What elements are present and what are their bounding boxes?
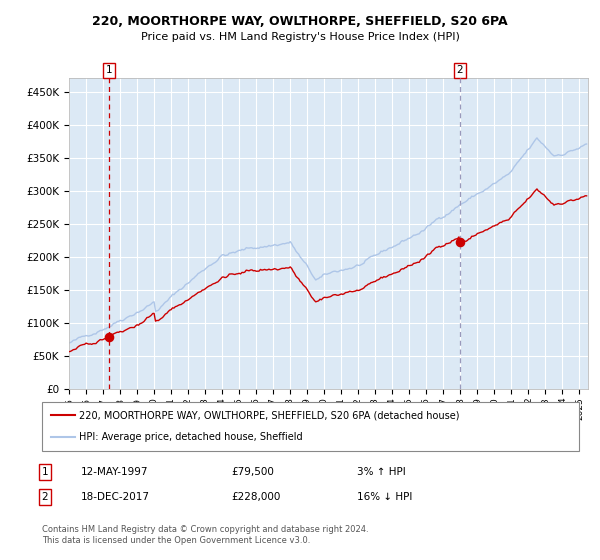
Text: 220, MOORTHORPE WAY, OWLTHORPE, SHEFFIELD, S20 6PA (detached house): 220, MOORTHORPE WAY, OWLTHORPE, SHEFFIEL… bbox=[79, 410, 460, 421]
Text: 2: 2 bbox=[41, 492, 49, 502]
Text: Price paid vs. HM Land Registry's House Price Index (HPI): Price paid vs. HM Land Registry's House … bbox=[140, 32, 460, 42]
Text: £228,000: £228,000 bbox=[231, 492, 280, 502]
Point bbox=[104, 332, 114, 341]
Text: £79,500: £79,500 bbox=[231, 467, 274, 477]
Text: 16% ↓ HPI: 16% ↓ HPI bbox=[357, 492, 412, 502]
Text: 220, MOORTHORPE WAY, OWLTHORPE, SHEFFIELD, S20 6PA: 220, MOORTHORPE WAY, OWLTHORPE, SHEFFIEL… bbox=[92, 15, 508, 28]
Text: 1: 1 bbox=[106, 66, 113, 75]
Text: 2: 2 bbox=[457, 66, 463, 75]
Text: Contains HM Land Registry data © Crown copyright and database right 2024.
This d: Contains HM Land Registry data © Crown c… bbox=[42, 525, 368, 545]
Point bbox=[455, 237, 464, 246]
Text: 12-MAY-1997: 12-MAY-1997 bbox=[81, 467, 149, 477]
Text: 3% ↑ HPI: 3% ↑ HPI bbox=[357, 467, 406, 477]
Text: HPI: Average price, detached house, Sheffield: HPI: Average price, detached house, Shef… bbox=[79, 432, 303, 442]
Text: 1: 1 bbox=[41, 467, 49, 477]
Text: 18-DEC-2017: 18-DEC-2017 bbox=[81, 492, 150, 502]
